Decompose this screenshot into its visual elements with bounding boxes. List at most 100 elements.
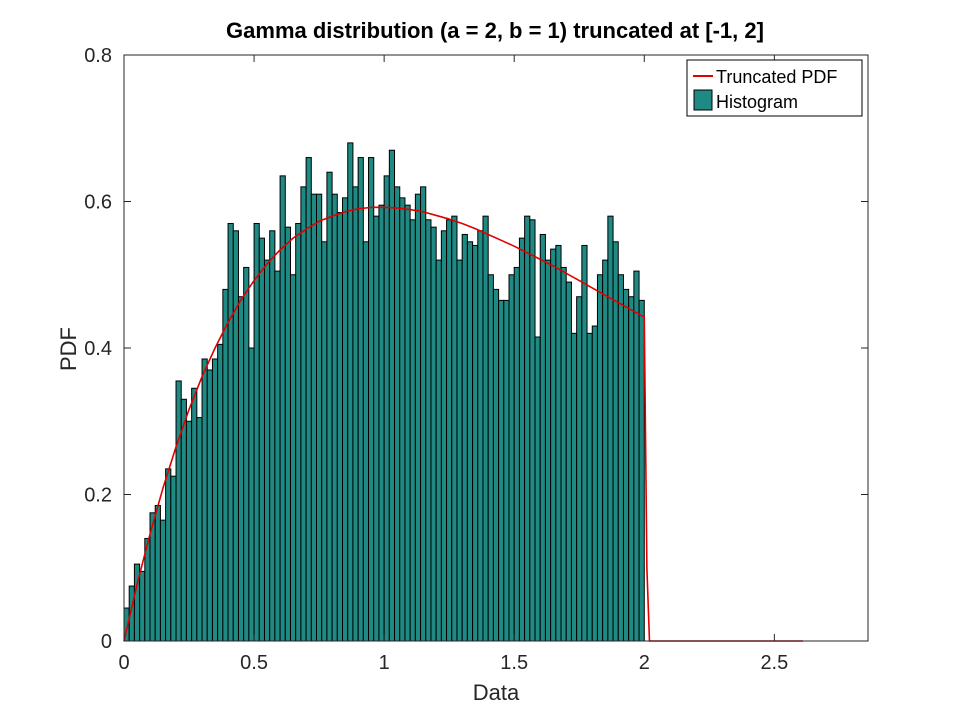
histogram-bar [534, 336, 541, 642]
truncated-pdf-line [123, 206, 803, 642]
x-tick-label: 0.5 [240, 652, 268, 674]
histogram-bar [269, 230, 276, 642]
histogram-bar [466, 241, 474, 642]
histogram-bar [289, 274, 297, 642]
y-tick-label: 0.4 [84, 338, 112, 360]
histogram-bar [368, 157, 375, 642]
histogram-bar [305, 157, 312, 642]
truncated-pdf-series [123, 206, 803, 642]
histogram-bar [446, 219, 453, 642]
histogram-bar [316, 193, 323, 642]
histogram-bar [274, 270, 281, 642]
histogram-bar [472, 244, 479, 642]
histogram-bar [498, 299, 505, 642]
histogram-bar [295, 222, 302, 642]
x-tick-label: 2.5 [760, 652, 788, 674]
histogram-bar [243, 266, 250, 642]
histogram-bar [544, 259, 552, 642]
histogram-bar [607, 215, 614, 642]
histogram-bar [638, 299, 645, 642]
histogram-bar [570, 332, 578, 642]
histogram-bar [581, 244, 588, 642]
histogram-bar [430, 226, 437, 642]
histogram-bar [513, 266, 520, 642]
histogram-bar [139, 570, 146, 642]
histogram-bar [232, 230, 239, 642]
histogram-bar [602, 259, 609, 642]
x-tick-label: 1.5 [500, 652, 528, 674]
histogram-bar [159, 519, 167, 642]
histogram-bar [310, 193, 317, 642]
histogram-bar [487, 274, 494, 642]
y-tick-label: 0.6 [84, 192, 112, 214]
x-tick-label: 2 [639, 652, 650, 674]
histogram-bar [586, 332, 593, 642]
histogram-bar [237, 296, 245, 642]
histogram-bar [347, 142, 354, 642]
histogram-bar [211, 358, 219, 642]
legend-box [686, 59, 863, 117]
histogram-bar [263, 259, 271, 642]
legend-label-histogram: Histogram [716, 92, 798, 112]
histogram-bar [217, 343, 224, 642]
histogram-bar [596, 274, 604, 642]
histogram-bar [222, 288, 229, 642]
histogram-bar [477, 230, 484, 642]
histogram-bar [633, 270, 640, 642]
histogram-bar [414, 193, 422, 642]
histogram-bar [576, 296, 583, 642]
legend-bar-swatch [693, 89, 713, 111]
histogram-bar [378, 204, 385, 642]
y-axis: 0 0.2 0.4 0.6 0.8 [84, 45, 868, 653]
x-axis-label: Data [473, 680, 520, 705]
histogram-bar [529, 219, 536, 642]
histogram-bar [451, 215, 458, 642]
x-axis: 0 0.5 1 1.5 2 2.5 [118, 55, 788, 674]
histogram-bar [185, 420, 193, 642]
histogram-bar [539, 233, 546, 642]
chart-title: Gamma distribution (a = 2, b = 1) trunca… [226, 18, 764, 43]
y-axis-label: PDF [56, 327, 81, 371]
histogram-bar [373, 215, 380, 642]
histogram-bar [518, 237, 526, 642]
histogram-bar [180, 398, 187, 642]
histogram-bar [321, 241, 328, 642]
histogram-bar [394, 186, 401, 642]
histogram-bar [362, 241, 370, 642]
y-tick-label: 0 [101, 631, 112, 653]
histogram-bar [191, 387, 198, 642]
histogram-bar [555, 244, 562, 642]
y-tick-label: 0.2 [84, 485, 112, 507]
x-tick-label: 1 [379, 652, 390, 674]
legend-label-truncated-pdf: Truncated PDF [716, 67, 837, 87]
histogram-bar [508, 274, 515, 642]
histogram-bar [420, 186, 427, 642]
plot-area [123, 55, 868, 642]
histogram-bar [622, 288, 630, 642]
histogram-bar [461, 233, 468, 642]
histogram-bar [326, 171, 333, 642]
histogram-bar [284, 226, 291, 642]
histogram-bar [560, 266, 567, 642]
histogram-bar [399, 197, 406, 642]
histogram-bar [456, 259, 463, 642]
histogram-bar [201, 358, 208, 642]
histogram-bar [591, 325, 598, 642]
histogram-bar [253, 222, 260, 642]
histogram-bar [388, 149, 396, 642]
histogram-bar [258, 237, 265, 642]
histogram-bar [342, 197, 349, 642]
histogram-bar [404, 204, 411, 642]
histogram-bar [409, 219, 416, 642]
histogram-bar [503, 299, 510, 642]
histogram-bar [565, 281, 572, 642]
histogram-bar [248, 347, 255, 642]
histogram-bar [440, 230, 448, 642]
histogram-bar [227, 222, 234, 642]
histogram-bar [170, 475, 177, 642]
histogram-bar [492, 288, 500, 642]
x-tick-label: 0 [118, 652, 129, 674]
histogram-bar [357, 157, 364, 642]
histogram-bar [154, 504, 161, 642]
histogram-bar [206, 369, 213, 642]
